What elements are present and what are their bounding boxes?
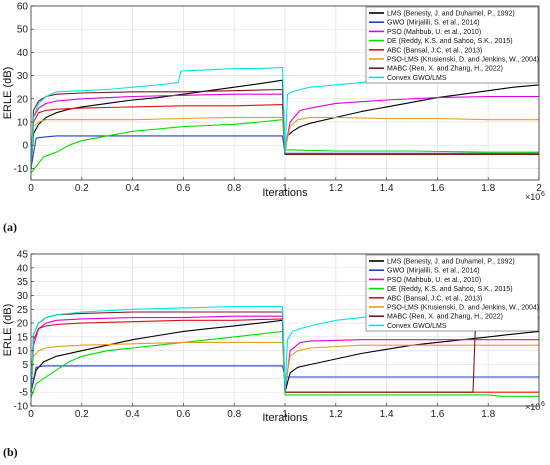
y-tick-label: -5 xyxy=(19,388,28,399)
legend-entry: DE (Reddy, K.S. and Sahoo, S.K., 2015) xyxy=(387,286,513,293)
series-line-4 xyxy=(30,119,539,174)
legend-box xyxy=(365,6,539,84)
x-tick-label: 0 xyxy=(28,183,34,194)
series-line-2 xyxy=(30,365,539,393)
y-tick-label: 50 xyxy=(17,25,29,36)
x-tick-label: 1.2 xyxy=(329,409,343,420)
x-multiplier: ×10 xyxy=(525,402,540,412)
y-axis-label: ERLE (dB) xyxy=(2,67,14,120)
x-tick-label: 1.4 xyxy=(380,409,394,420)
legend-entry: PSO-LMS (Krusienski, D. and Jenkins, W.,… xyxy=(387,57,539,64)
x-multiplier-exponent: 6 xyxy=(541,191,545,198)
x-tick-label: 0.6 xyxy=(176,183,190,194)
x-tick-label: 0.2 xyxy=(75,183,89,194)
y-tick-label: 5 xyxy=(22,360,28,371)
y-tick-label: 10 xyxy=(17,118,29,129)
y-tick-label: 15 xyxy=(17,332,29,343)
x-tick-label: 0.8 xyxy=(227,183,241,194)
x-axis-label: Iterations xyxy=(262,412,308,424)
legend-entry: GWO (Mirjalili, S. et al., 2014) xyxy=(387,268,480,275)
y-tick-label: 40 xyxy=(17,48,29,59)
y-tick-label: 40 xyxy=(17,263,29,274)
legend-entry: GWO (Mirjalili, S. et al., 2014) xyxy=(387,20,480,27)
panel-label: (b) xyxy=(3,445,18,459)
y-tick-label: 0 xyxy=(22,374,28,385)
y-tick-label: 20 xyxy=(17,94,29,105)
x-tick-label: 1.6 xyxy=(430,183,444,194)
x-tick-label: 1.8 xyxy=(481,183,495,194)
panel-label: (a) xyxy=(3,220,17,234)
y-axis-label: ERLE (dB) xyxy=(2,304,14,357)
legend-entry: PSO (Mahbub, U. et al., 2010) xyxy=(387,277,481,284)
legend-entry: MABC (Ren, X. and Zhang, H., 2022) xyxy=(387,314,503,321)
y-tick-label: 35 xyxy=(17,277,29,288)
x-tick-label: 1.4 xyxy=(380,183,394,194)
y-tick-label: -10 xyxy=(14,164,29,175)
chart-panel-2: 0 0.2 0.4 0.6 0.8 1 1.2 1.4 1.6 1.8-10-5051015202… xyxy=(2,250,545,460)
x-tick-label: 0.8 xyxy=(227,409,241,420)
legend-box xyxy=(365,254,539,332)
legend-entry: LMS (Benesty, J. and Duhamel, P., 1992) xyxy=(387,11,515,18)
legend-entry: MABC (Ren, X. and Zhang, H., 2022) xyxy=(387,66,503,73)
series-line-4 xyxy=(30,330,539,398)
legend-entry: Convex GWO/LMS xyxy=(387,75,447,82)
x-tick-label: 1.2 xyxy=(329,183,343,194)
legend-entry: DE (Reddy, K.S. and Sahoo, S.K., 2015) xyxy=(387,38,513,45)
y-tick-label: 20 xyxy=(17,319,29,330)
legend-entry: Convex GWO/LMS xyxy=(387,323,447,330)
x-tick-label: 1.8 xyxy=(481,409,495,420)
x-tick-label: 0.4 xyxy=(126,409,140,420)
x-tick-label: 0.4 xyxy=(126,183,140,194)
legend: LMS (Benesty, J. and Duhamel, P., 1992) G… xyxy=(365,254,539,332)
legend: LMS (Benesty, J. and Duhamel, P., 1992) G… xyxy=(365,6,539,84)
y-tick-label: 45 xyxy=(17,250,29,261)
legend-entry: ABC (Bansal, J.C. et al., 2013) xyxy=(387,295,482,302)
y-tick-label: -10 xyxy=(14,402,29,413)
x-multiplier-exponent: 6 xyxy=(541,401,545,408)
x-tick-label: 2 xyxy=(536,183,542,194)
x-tick-label: 1 xyxy=(282,183,288,194)
series-line-6 xyxy=(30,116,539,169)
x-tick-label: 0.6 xyxy=(176,409,190,420)
legend-entry: PSO-LMS (Krusienski, D. and Jenkins, W.,… xyxy=(387,305,539,312)
y-tick-label: 30 xyxy=(17,291,29,302)
y-tick-label: 0 xyxy=(22,141,28,152)
x-multiplier: ×10 xyxy=(525,192,540,202)
x-axis-label: Iterations xyxy=(262,187,308,199)
x-tick-label: 1.6 xyxy=(430,409,444,420)
chart-panel-1: 0 0.2 0.4 0.6 0.8 1 1.2 1.4 1.6 1.8 2 -10 0 10 20 30 40 5… xyxy=(2,2,545,235)
series-line-2 xyxy=(30,135,539,169)
y-tick-label: 10 xyxy=(17,346,29,357)
legend-entry: LMS (Benesty, J. and Duhamel, P., 1992) xyxy=(387,259,515,266)
x-tick-label: 0 xyxy=(28,409,34,420)
y-tick-label: 60 xyxy=(17,2,29,13)
x-tick-label: 1 xyxy=(282,409,288,420)
y-tick-label: 25 xyxy=(17,305,29,316)
x-tick-label: 0.2 xyxy=(75,409,89,420)
series-line-6 xyxy=(30,341,539,393)
legend-entry: ABC (Bansal, J.C. et al., 2013) xyxy=(387,47,482,54)
legend-entry: PSO (Mahbub, U. et al., 2010) xyxy=(387,29,481,36)
series-line-7 xyxy=(30,88,539,169)
y-tick-label: 30 xyxy=(17,71,29,82)
